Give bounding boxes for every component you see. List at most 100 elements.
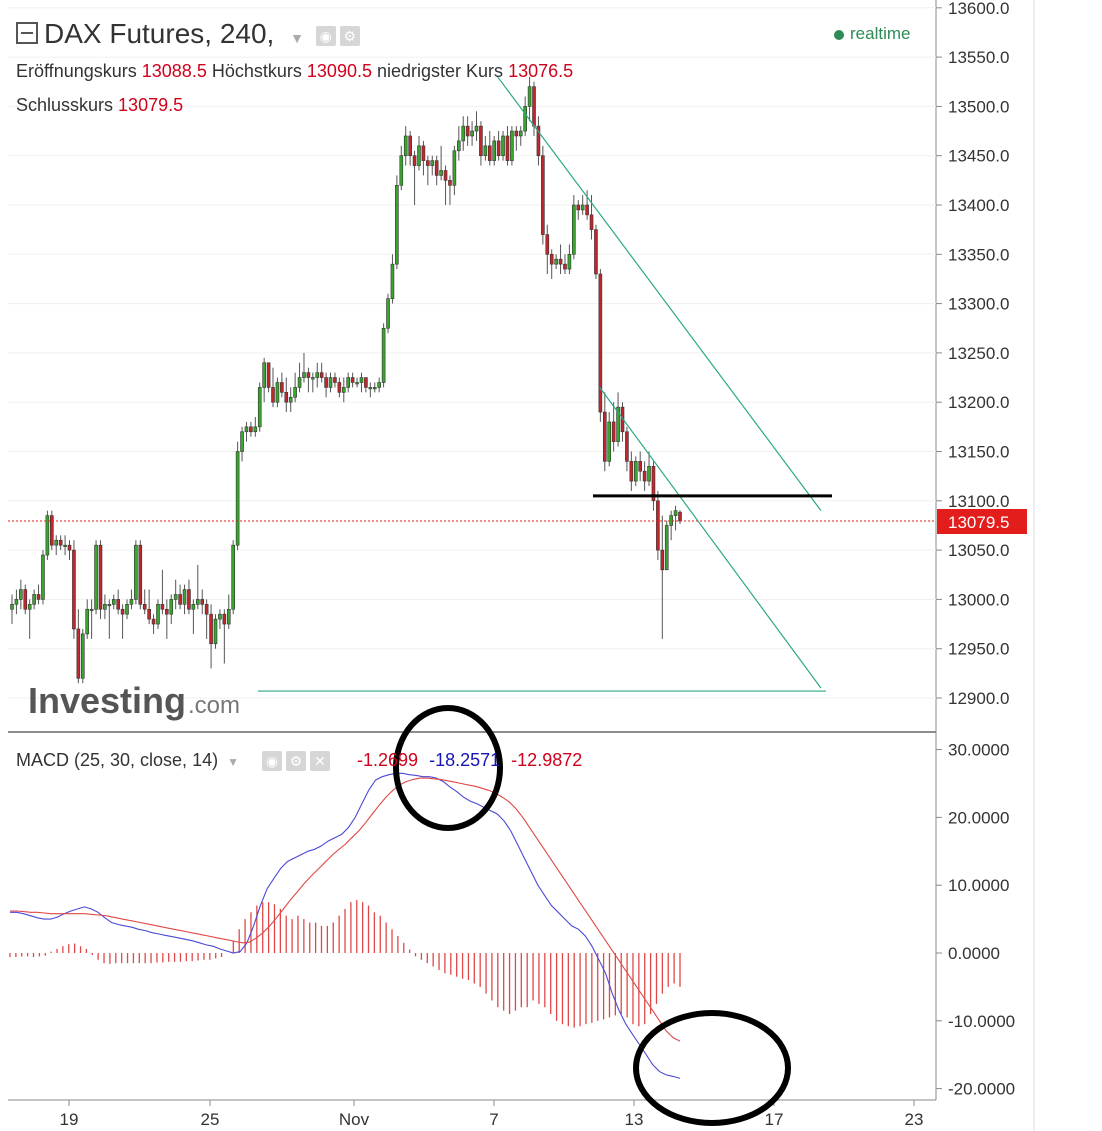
candle-body-up — [156, 604, 160, 625]
price-tick-label: 12900.0 — [948, 689, 1009, 708]
candle — [421, 140, 426, 176]
candle — [235, 441, 240, 551]
annotation-circle-bottom — [633, 1010, 791, 1126]
candle-body-up — [302, 372, 306, 378]
candle-body-down — [594, 229, 598, 275]
candle-body-up — [390, 263, 395, 299]
candle — [103, 594, 107, 620]
candle-body-up — [173, 594, 178, 600]
candle — [673, 505, 678, 531]
price-tick-label: 13400.0 — [948, 196, 1009, 215]
candle-body-down — [443, 170, 448, 181]
candle — [10, 594, 14, 625]
candle — [204, 599, 209, 639]
candle — [302, 352, 306, 383]
candle — [89, 599, 94, 639]
candle — [213, 614, 218, 649]
candle-body-up — [341, 387, 346, 393]
candle-body-down — [333, 377, 337, 383]
candle — [120, 604, 125, 639]
candle-body-down — [120, 608, 125, 615]
candle-body-down — [532, 86, 536, 127]
candle — [576, 200, 581, 220]
investing-watermark-suffix: .com — [188, 692, 240, 719]
candle — [567, 244, 572, 275]
macd-tick-label: 0.0000 — [948, 944, 1000, 963]
candle-body-up — [474, 125, 479, 132]
candle-body-down — [50, 515, 54, 546]
investing-watermark: Investing — [28, 680, 186, 721]
candle — [549, 249, 554, 279]
candle — [116, 589, 120, 615]
candle — [510, 126, 514, 166]
candle — [178, 584, 182, 610]
macd-tick-label: 20.0000 — [948, 808, 1009, 827]
candle — [337, 377, 342, 398]
candle-body-up — [470, 130, 474, 137]
candle-body-up — [616, 406, 620, 442]
eye-icon[interactable]: ◉ — [262, 751, 282, 772]
dropdown-arrow-icon[interactable]: ▼ — [227, 755, 239, 769]
candle-body-up — [125, 604, 129, 615]
eye-icon[interactable]: ◉ — [315, 25, 336, 46]
candle — [280, 372, 284, 398]
histogram-value: -12.9872 — [511, 750, 583, 770]
candle-body-up — [372, 387, 377, 390]
candle — [231, 540, 235, 615]
candle-body-up — [607, 421, 612, 462]
gear-icon[interactable]: ⚙ — [339, 25, 360, 46]
candle-body-down — [412, 155, 417, 166]
price-tick-label: 13500.0 — [948, 97, 1009, 116]
candle-body-down — [142, 604, 147, 610]
candle-body-up — [381, 327, 386, 383]
candle — [107, 599, 112, 639]
macd-lines — [10, 772, 681, 1079]
candle-body-down — [280, 382, 284, 393]
macd-tick-label: 10.0000 — [948, 876, 1009, 895]
candle-body-up — [633, 461, 638, 482]
candle-body-down — [514, 130, 519, 137]
candle-body-up — [253, 426, 258, 433]
candle-body-up — [45, 515, 50, 556]
candle-body-down — [479, 125, 483, 157]
candle — [558, 244, 563, 275]
price-tick-label: 12950.0 — [948, 640, 1009, 659]
price-tick-label: 13100.0 — [948, 492, 1009, 511]
candle-body-up — [196, 599, 200, 605]
candle — [474, 111, 479, 141]
candle-body-down — [545, 234, 550, 255]
candle-body-down — [505, 135, 510, 161]
candle-body-down — [448, 180, 452, 186]
candle-body-down — [284, 392, 289, 403]
candle — [505, 126, 510, 166]
candle-body-up — [111, 599, 116, 605]
candle-body-down — [178, 594, 182, 605]
candle-body-down — [651, 465, 656, 502]
macd-histogram — [9, 900, 681, 1028]
candle — [222, 609, 227, 664]
candle-body-up — [14, 599, 19, 605]
close-icon[interactable]: ✕ — [310, 751, 330, 772]
collapse-icon[interactable] — [16, 21, 38, 44]
candle-body-up — [395, 184, 399, 265]
candle-body-down — [138, 544, 143, 605]
candle — [142, 589, 147, 615]
candle-body-up — [328, 377, 333, 388]
candle — [173, 579, 178, 610]
candle — [156, 599, 160, 629]
low-label: niedrigster Kurs — [377, 61, 504, 81]
candle-body-down — [98, 544, 103, 610]
candle — [165, 599, 169, 639]
gear-icon[interactable]: ⚙ — [286, 751, 306, 772]
candle — [527, 76, 532, 122]
candle — [151, 614, 156, 634]
candle — [664, 520, 669, 571]
candle — [483, 135, 488, 161]
candle — [76, 609, 81, 684]
candle-body-up — [430, 160, 435, 166]
candle — [642, 461, 647, 491]
dropdown-arrow-icon[interactable]: ▼ — [290, 30, 304, 46]
price-tick-label: 13050.0 — [948, 541, 1009, 560]
candle-body-up — [492, 140, 496, 161]
x-tick-label: 7 — [489, 1110, 498, 1129]
